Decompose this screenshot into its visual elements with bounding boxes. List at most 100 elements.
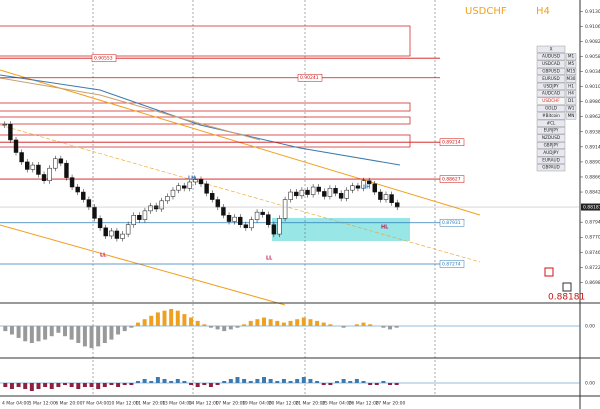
candle xyxy=(333,188,338,194)
candle xyxy=(260,211,265,215)
candle xyxy=(310,186,316,195)
candle xyxy=(198,179,204,185)
candle xyxy=(249,219,254,229)
time-label: 13 Mar 04:00 xyxy=(162,401,192,407)
current-price-big: 0.88181 xyxy=(548,293,585,303)
candle xyxy=(86,199,92,208)
timeframe-button[interactable] xyxy=(565,75,577,83)
symbol-button[interactable] xyxy=(536,90,566,98)
candle xyxy=(181,185,187,189)
symbol-button[interactable] xyxy=(536,149,566,157)
symbol-label: NZDUSD xyxy=(542,135,560,140)
candle xyxy=(243,224,249,229)
candle xyxy=(372,183,377,193)
symbol-label: USDJPY xyxy=(543,83,559,88)
zone xyxy=(0,116,411,125)
level-tag xyxy=(439,138,465,146)
current-price-tag xyxy=(581,203,600,211)
symbol-button[interactable] xyxy=(536,53,566,61)
symbol-button[interactable] xyxy=(536,104,566,112)
timeframe-button[interactable] xyxy=(565,97,577,105)
candle xyxy=(109,230,114,237)
level-label: 0.88627 xyxy=(442,177,461,183)
zone xyxy=(0,102,411,112)
symbol-button[interactable] xyxy=(536,156,566,164)
symbol-label: EURJPY xyxy=(544,128,559,133)
channel-line xyxy=(0,224,286,306)
timeframe-button[interactable] xyxy=(565,82,577,90)
symbol-label: GBPJPY xyxy=(544,143,559,148)
candle xyxy=(176,185,181,191)
timeframe-button[interactable] xyxy=(565,53,577,61)
candle xyxy=(361,180,366,189)
timeframe-label: M1 xyxy=(568,54,575,59)
timeframe-button[interactable] xyxy=(565,67,577,75)
time-label: 14 Mar 12:00 xyxy=(189,401,219,407)
level-label: 0.87274 xyxy=(442,261,461,267)
candle xyxy=(288,191,293,200)
time-label: 19 Mar 04:00 xyxy=(242,401,272,407)
candle xyxy=(305,189,310,195)
candle xyxy=(13,139,19,153)
symbol-button[interactable] xyxy=(536,141,566,149)
candle xyxy=(350,185,355,191)
range-box xyxy=(272,218,410,241)
symbol-button[interactable] xyxy=(536,45,566,53)
candle xyxy=(120,233,125,239)
settings-button[interactable] xyxy=(562,282,572,292)
swing-label: LH xyxy=(188,176,195,182)
candle xyxy=(137,215,142,220)
symbol-label: #CL xyxy=(547,120,556,125)
symbol-button[interactable] xyxy=(536,97,566,105)
symbol-label: AUDUSD xyxy=(542,54,560,59)
timeframe-button[interactable] xyxy=(565,90,577,98)
timeframe-button[interactable] xyxy=(565,60,577,68)
timeframe-label: M15 xyxy=(567,69,576,74)
symbol-button[interactable] xyxy=(536,164,566,172)
symbol-button[interactable] xyxy=(536,60,566,68)
timeframe-button[interactable] xyxy=(565,104,577,112)
symbol-label: EURUSD xyxy=(542,76,560,81)
timeframe-button[interactable] xyxy=(565,112,577,120)
symbol-label: #Bitcoin xyxy=(542,113,560,118)
moving-average xyxy=(0,74,401,166)
candle xyxy=(338,193,344,199)
candle xyxy=(232,216,237,222)
level-tag xyxy=(91,54,117,62)
symbol-label: GBPAUD xyxy=(542,165,560,170)
symbol-button[interactable] xyxy=(536,112,566,120)
symbol-button[interactable] xyxy=(536,127,566,135)
symbol-button[interactable] xyxy=(536,134,566,142)
timeframe-label: W1 xyxy=(568,106,575,111)
candle xyxy=(355,185,361,189)
candle xyxy=(215,199,221,208)
candle xyxy=(69,177,75,188)
symbol-button[interactable] xyxy=(536,75,566,83)
time-label: 20 Mar 12:00 xyxy=(269,401,299,407)
symbol-label: X xyxy=(550,46,553,51)
timeframe-label: MN xyxy=(568,113,575,118)
channel-mid xyxy=(0,124,481,263)
candle xyxy=(8,124,13,141)
swing-label: LL xyxy=(100,253,107,259)
symbol-button[interactable] xyxy=(536,119,566,127)
level-tag xyxy=(297,73,323,82)
symbol-button[interactable] xyxy=(536,82,566,90)
symbol-button[interactable] xyxy=(536,67,566,75)
candle xyxy=(327,188,333,197)
current-price-label: 0.88181 xyxy=(583,205,600,211)
level-tag xyxy=(439,175,465,183)
candle xyxy=(142,210,148,220)
candle xyxy=(159,200,164,210)
level-label: 0.90553 xyxy=(94,56,113,62)
alert-button[interactable] xyxy=(544,267,554,277)
